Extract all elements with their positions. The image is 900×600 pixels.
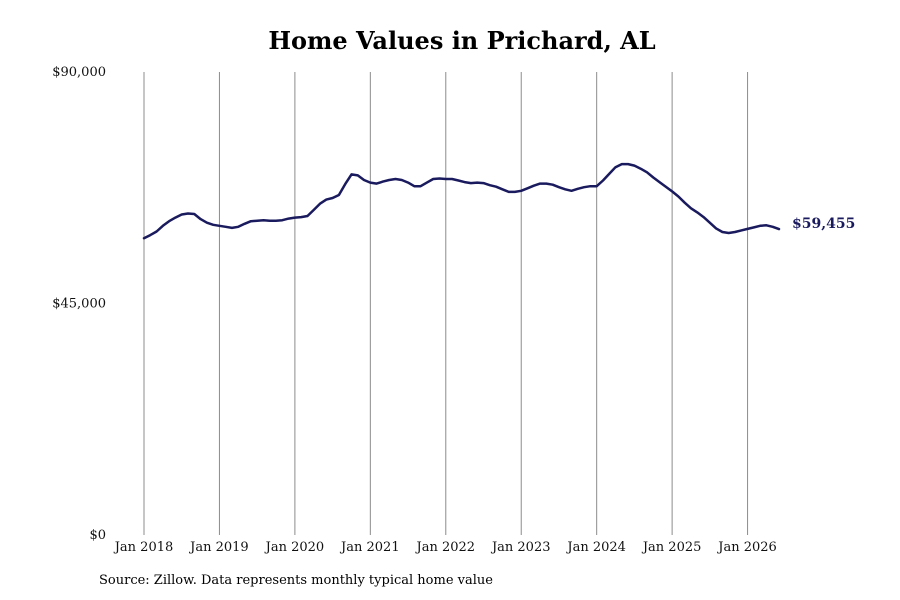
x-tick-label: Jan 2025 <box>641 540 702 555</box>
x-axis-ticks: Jan 2018 Jan 2019 Jan 2020 Jan 2021 Jan 2022… <box>113 540 777 555</box>
x-tick-label: Jan 2021 <box>339 540 400 555</box>
y-tick-label: $90,000 <box>52 65 106 80</box>
gridlines <box>143 72 749 535</box>
x-tick-label: Jan 2020 <box>264 540 325 555</box>
x-tick-label: Jan 2018 <box>113 540 174 555</box>
home-value-line <box>142 162 781 240</box>
x-tick-label: Jan 2022 <box>415 540 476 555</box>
x-tick-label: Jan 2024 <box>565 540 626 555</box>
y-tick-label: $45,000 <box>52 297 106 312</box>
chart-title: Home Values in Prichard, AL <box>268 26 656 55</box>
y-tick-label: $0 <box>89 528 106 543</box>
y-axis-ticks: $0 $45,000 $90,000 <box>52 65 106 543</box>
end-value-label: $59,455 <box>792 216 855 232</box>
x-tick-label: Jan 2026 <box>716 540 777 555</box>
source-note: Source: Zillow. Data represents monthly … <box>99 573 493 588</box>
x-tick-label: Jan 2019 <box>188 540 249 555</box>
x-tick-label: Jan 2023 <box>490 540 551 555</box>
